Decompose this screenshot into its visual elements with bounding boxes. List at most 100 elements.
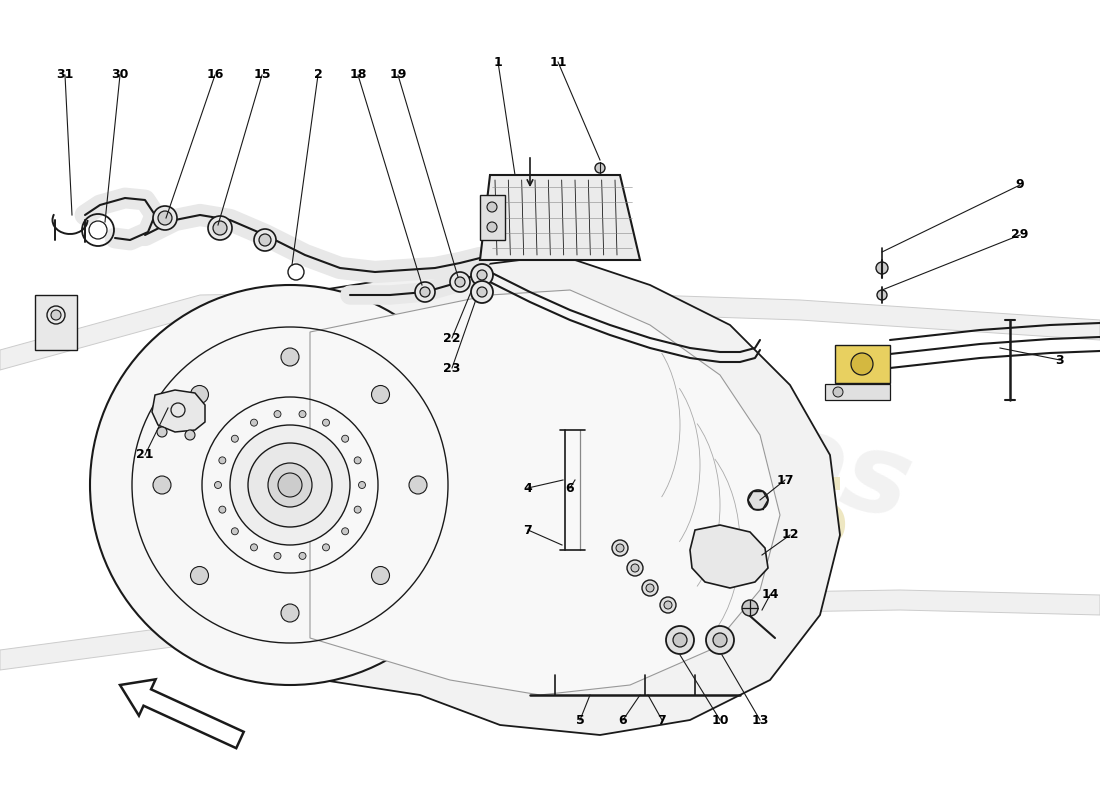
Bar bbox=[835, 345, 890, 383]
Circle shape bbox=[299, 410, 306, 418]
Text: a passion for excellence: a passion for excellence bbox=[365, 444, 735, 536]
Text: 21: 21 bbox=[136, 449, 154, 462]
Text: 23: 23 bbox=[443, 362, 461, 374]
Text: 16: 16 bbox=[207, 69, 223, 82]
Circle shape bbox=[713, 633, 727, 647]
Text: 6: 6 bbox=[565, 482, 574, 494]
Polygon shape bbox=[0, 290, 1100, 370]
Circle shape bbox=[254, 229, 276, 251]
Circle shape bbox=[299, 553, 306, 559]
Circle shape bbox=[230, 425, 350, 545]
Text: 185: 185 bbox=[649, 474, 851, 566]
Text: 22: 22 bbox=[443, 331, 461, 345]
Text: 7: 7 bbox=[658, 714, 667, 726]
Circle shape bbox=[359, 482, 365, 489]
Circle shape bbox=[742, 600, 758, 616]
Circle shape bbox=[231, 528, 239, 534]
Circle shape bbox=[274, 553, 280, 559]
Text: 18: 18 bbox=[350, 69, 366, 82]
Circle shape bbox=[251, 419, 257, 426]
Circle shape bbox=[595, 163, 605, 173]
Circle shape bbox=[322, 419, 330, 426]
Circle shape bbox=[190, 566, 209, 585]
Text: 31: 31 bbox=[56, 69, 74, 82]
Circle shape bbox=[471, 264, 493, 286]
Circle shape bbox=[219, 506, 225, 513]
Polygon shape bbox=[290, 255, 840, 735]
Circle shape bbox=[158, 211, 172, 225]
Text: 15: 15 bbox=[253, 69, 271, 82]
Text: 4: 4 bbox=[524, 482, 532, 494]
Text: 5: 5 bbox=[575, 714, 584, 726]
Circle shape bbox=[415, 282, 434, 302]
Circle shape bbox=[833, 387, 843, 397]
Circle shape bbox=[877, 290, 887, 300]
Circle shape bbox=[450, 272, 470, 292]
Circle shape bbox=[420, 287, 430, 297]
Circle shape bbox=[642, 580, 658, 596]
Circle shape bbox=[213, 221, 227, 235]
Text: 12: 12 bbox=[781, 529, 799, 542]
Circle shape bbox=[185, 430, 195, 440]
Text: 19: 19 bbox=[389, 69, 407, 82]
Text: 13: 13 bbox=[751, 714, 769, 726]
Circle shape bbox=[477, 270, 487, 280]
Circle shape bbox=[280, 604, 299, 622]
Circle shape bbox=[455, 277, 465, 287]
Circle shape bbox=[280, 348, 299, 366]
Circle shape bbox=[706, 626, 734, 654]
Circle shape bbox=[876, 262, 888, 274]
Circle shape bbox=[231, 435, 239, 442]
Text: 7: 7 bbox=[524, 523, 532, 537]
Polygon shape bbox=[152, 390, 205, 432]
Circle shape bbox=[748, 490, 768, 510]
Circle shape bbox=[646, 584, 654, 592]
Circle shape bbox=[219, 457, 225, 464]
Circle shape bbox=[372, 566, 389, 585]
Circle shape bbox=[274, 410, 280, 418]
Circle shape bbox=[664, 601, 672, 609]
Circle shape bbox=[342, 528, 349, 534]
Circle shape bbox=[409, 476, 427, 494]
Circle shape bbox=[248, 443, 332, 527]
Circle shape bbox=[214, 482, 221, 489]
Polygon shape bbox=[480, 195, 505, 240]
Circle shape bbox=[666, 626, 694, 654]
Circle shape bbox=[51, 310, 60, 320]
Text: 14: 14 bbox=[761, 589, 779, 602]
Circle shape bbox=[673, 633, 688, 647]
Circle shape bbox=[487, 222, 497, 232]
Circle shape bbox=[208, 216, 232, 240]
Circle shape bbox=[268, 463, 312, 507]
Bar bbox=[35, 295, 77, 350]
Circle shape bbox=[322, 544, 330, 551]
Text: eurospares: eurospares bbox=[217, 258, 923, 542]
Text: 2: 2 bbox=[314, 69, 322, 82]
Text: 3: 3 bbox=[1056, 354, 1065, 366]
Circle shape bbox=[627, 560, 644, 576]
Circle shape bbox=[354, 457, 361, 464]
Text: 11: 11 bbox=[549, 55, 566, 69]
Polygon shape bbox=[690, 525, 768, 588]
Polygon shape bbox=[0, 590, 1100, 670]
Circle shape bbox=[278, 473, 303, 497]
Circle shape bbox=[372, 386, 389, 403]
Text: 6: 6 bbox=[618, 714, 627, 726]
Text: 29: 29 bbox=[1011, 229, 1028, 242]
Polygon shape bbox=[480, 175, 640, 260]
Circle shape bbox=[190, 386, 209, 403]
Circle shape bbox=[477, 287, 487, 297]
Circle shape bbox=[342, 435, 349, 442]
Text: 30: 30 bbox=[111, 69, 129, 82]
Text: 1: 1 bbox=[494, 55, 503, 69]
Circle shape bbox=[90, 285, 490, 685]
Circle shape bbox=[660, 597, 676, 613]
Circle shape bbox=[851, 353, 873, 375]
Polygon shape bbox=[310, 290, 780, 695]
FancyArrow shape bbox=[120, 679, 244, 748]
Circle shape bbox=[487, 202, 497, 212]
Circle shape bbox=[612, 540, 628, 556]
Circle shape bbox=[157, 427, 167, 437]
Text: 10: 10 bbox=[712, 714, 728, 726]
Circle shape bbox=[631, 564, 639, 572]
